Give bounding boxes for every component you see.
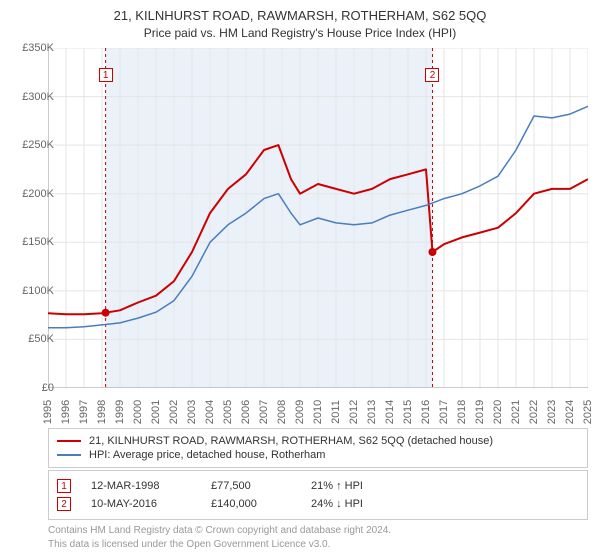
x-tick-label: 1997 bbox=[78, 400, 90, 424]
y-tick-label: £300K bbox=[22, 91, 54, 103]
x-tick-label: 2024 bbox=[564, 400, 576, 424]
y-tick-label: £0 bbox=[42, 382, 54, 394]
sale-pct: 21% ↑ HPI bbox=[311, 480, 411, 492]
sale-date: 12-MAR-1998 bbox=[91, 480, 191, 492]
x-tick-label: 2010 bbox=[312, 400, 324, 424]
chart-subtitle: Price paid vs. HM Land Registry's House … bbox=[0, 23, 600, 46]
x-tick-label: 2005 bbox=[222, 400, 234, 424]
x-tick-label: 2023 bbox=[546, 400, 558, 424]
legend: 21, KILNHURST ROAD, RAWMARSH, ROTHERHAM,… bbox=[48, 428, 588, 468]
legend-item: 21, KILNHURST ROAD, RAWMARSH, ROTHERHAM,… bbox=[57, 434, 579, 448]
sale-pct: 24% ↓ HPI bbox=[311, 498, 411, 510]
x-tick-label: 1995 bbox=[42, 400, 54, 424]
x-tick-label: 2009 bbox=[294, 400, 306, 424]
y-tick-label: £350K bbox=[22, 42, 54, 54]
sale-date: 10-MAY-2016 bbox=[91, 498, 191, 510]
attribution-line: Contains HM Land Registry data © Crown c… bbox=[48, 524, 588, 538]
x-tick-label: 2025 bbox=[582, 400, 594, 424]
attribution: Contains HM Land Registry data © Crown c… bbox=[48, 524, 588, 551]
x-tick-label: 2018 bbox=[456, 400, 468, 424]
x-tick-label: 2004 bbox=[204, 400, 216, 424]
chart-title: 21, KILNHURST ROAD, RAWMARSH, ROTHERHAM,… bbox=[0, 0, 600, 23]
x-tick-label: 2011 bbox=[330, 400, 342, 424]
x-tick-label: 2020 bbox=[492, 400, 504, 424]
x-tick-label: 1999 bbox=[114, 400, 126, 424]
event-marker: 2 bbox=[425, 68, 439, 82]
x-tick-label: 2000 bbox=[132, 400, 144, 424]
sale-price: £77,500 bbox=[211, 480, 291, 492]
x-tick-label: 2003 bbox=[186, 400, 198, 424]
x-tick-label: 2022 bbox=[528, 400, 540, 424]
legend-label: HPI: Average price, detached house, Roth… bbox=[89, 449, 325, 461]
x-tick-label: 2021 bbox=[510, 400, 522, 424]
x-tick-label: 2014 bbox=[384, 400, 396, 424]
y-tick-label: £100K bbox=[22, 285, 54, 297]
x-tick-label: 2012 bbox=[348, 400, 360, 424]
event-marker: 1 bbox=[99, 68, 113, 82]
x-tick-label: 2008 bbox=[276, 400, 288, 424]
chart-area: 12 bbox=[48, 48, 588, 388]
x-tick-label: 2016 bbox=[420, 400, 432, 424]
x-tick-label: 2019 bbox=[474, 400, 486, 424]
x-tick-label: 2017 bbox=[438, 400, 450, 424]
x-tick-label: 2002 bbox=[168, 400, 180, 424]
chart-svg bbox=[48, 48, 588, 388]
y-tick-label: £150K bbox=[22, 236, 54, 248]
y-tick-label: £250K bbox=[22, 139, 54, 151]
sale-row: 2 10-MAY-2016 £140,000 24% ↓ HPI bbox=[57, 495, 579, 513]
sale-price: £140,000 bbox=[211, 498, 291, 510]
x-tick-label: 2015 bbox=[402, 400, 414, 424]
x-tick-label: 2013 bbox=[366, 400, 378, 424]
legend-swatch bbox=[57, 440, 81, 442]
sale-marker: 2 bbox=[57, 497, 71, 511]
y-tick-label: £50K bbox=[28, 333, 54, 345]
x-tick-label: 1998 bbox=[96, 400, 108, 424]
y-tick-label: £200K bbox=[22, 188, 54, 200]
legend-item: HPI: Average price, detached house, Roth… bbox=[57, 448, 579, 462]
sales-table: 1 12-MAR-1998 £77,500 21% ↑ HPI 2 10-MAY… bbox=[48, 470, 588, 520]
sale-row: 1 12-MAR-1998 £77,500 21% ↑ HPI bbox=[57, 477, 579, 495]
sale-marker: 1 bbox=[57, 479, 71, 493]
x-tick-label: 2006 bbox=[240, 400, 252, 424]
attribution-line: This data is licensed under the Open Gov… bbox=[48, 538, 588, 552]
legend-swatch bbox=[57, 454, 81, 456]
x-tick-label: 2007 bbox=[258, 400, 270, 424]
x-tick-label: 2001 bbox=[150, 400, 162, 424]
legend-label: 21, KILNHURST ROAD, RAWMARSH, ROTHERHAM,… bbox=[89, 435, 493, 447]
x-tick-label: 1996 bbox=[60, 400, 72, 424]
